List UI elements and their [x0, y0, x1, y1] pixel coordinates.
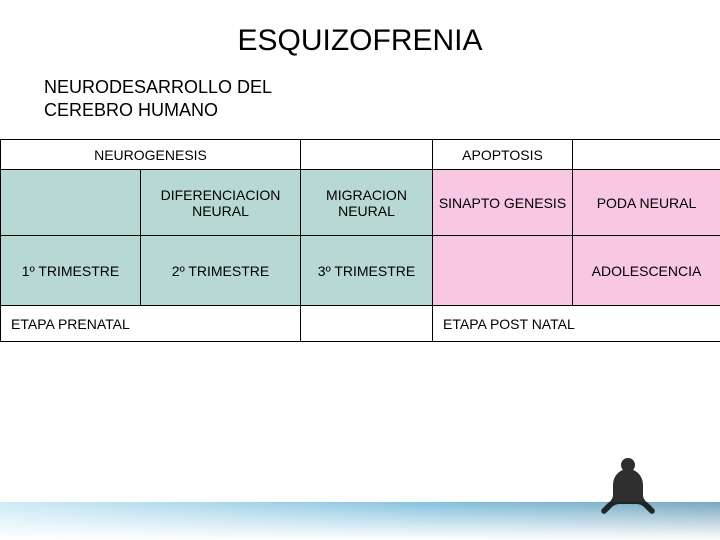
subtitle: NEURODESARROLLO DEL CEREBRO HUMANO: [0, 76, 720, 139]
silhouette-icon: [598, 454, 658, 520]
footer-decoration: [0, 470, 720, 540]
neurodev-table: NEUROGENESIS APOPTOSIS DIFERENCIACION NE…: [0, 139, 720, 342]
cell-empty: [433, 236, 573, 306]
cell-1trimestre: 1º TRIMESTRE: [1, 236, 141, 306]
table-row: 1º TRIMESTRE 2º TRIMESTRE 3º TRIMESTRE A…: [1, 236, 720, 306]
table-row: DIFERENCIACION NEURAL MIGRACION NEURAL S…: [1, 170, 720, 236]
cell-adolescencia: ADOLESCENCIA: [573, 236, 720, 306]
cell-3trimestre: 3º TRIMESTRE: [301, 236, 433, 306]
cell-empty: [573, 140, 720, 170]
cell-empty: [301, 306, 433, 342]
cell-migracion: MIGRACION NEURAL: [301, 170, 433, 236]
cell-poda: PODA NEURAL: [573, 170, 720, 236]
table-row: ETAPA PRENATAL ETAPA POST NATAL: [1, 306, 720, 342]
cell-apoptosis: APOPTOSIS: [433, 140, 573, 170]
cell-etapa-postnatal: ETAPA POST NATAL: [433, 306, 720, 342]
table-row: NEUROGENESIS APOPTOSIS: [1, 140, 720, 170]
cell-neurogenesis: NEUROGENESIS: [1, 140, 301, 170]
cell-2trimestre: 2º TRIMESTRE: [141, 236, 301, 306]
subtitle-line-1: NEURODESARROLLO DEL: [44, 77, 272, 97]
page-title: ESQUIZOFRENIA: [0, 0, 720, 76]
cell-etapa-prenatal: ETAPA PRENATAL: [1, 306, 301, 342]
cell-empty: [301, 140, 433, 170]
cell-diferenciacion: DIFERENCIACION NEURAL: [141, 170, 301, 236]
cell-empty: [1, 170, 141, 236]
subtitle-line-2: CEREBRO HUMANO: [44, 100, 218, 120]
cell-sinaptogenesis: SINAPTO GENESIS: [433, 170, 573, 236]
